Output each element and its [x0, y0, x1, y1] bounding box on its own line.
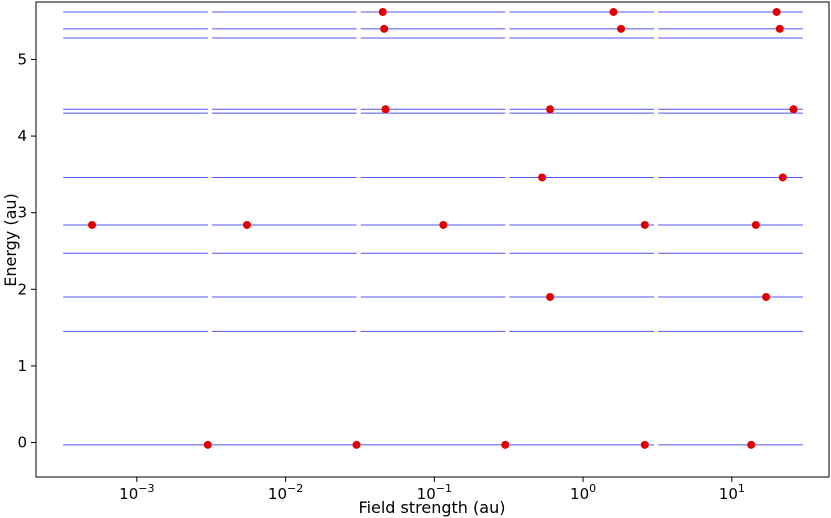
data-point: [640, 440, 649, 449]
y-axis-ticks: 0 1 2 3 4 5: [17, 50, 36, 452]
data-point: [378, 7, 387, 16]
data-point: [242, 220, 251, 229]
data-point: [380, 24, 389, 33]
data-point: [381, 105, 390, 114]
y-tick-label: 3: [17, 204, 27, 222]
y-tick-label: 2: [17, 280, 27, 298]
x-tick-label: 10−1: [417, 482, 452, 503]
x-tick-label: 101: [719, 482, 745, 503]
y-tick-label: 0: [17, 434, 27, 452]
plot-area: [35, 1, 830, 478]
x-tick-label: 10−2: [268, 482, 303, 503]
data-point: [352, 440, 361, 449]
data-point: [203, 440, 212, 449]
data-point: [772, 7, 781, 16]
data-point: [751, 220, 760, 229]
x-tick-label: 10−3: [119, 482, 154, 503]
y-tick-label: 5: [17, 50, 27, 68]
data-point: [617, 24, 626, 33]
data-point: [546, 105, 555, 114]
data-point: [778, 173, 787, 182]
energy-level-lines: [63, 11, 803, 446]
x-tick-label: 100: [570, 482, 596, 503]
data-point: [775, 24, 784, 33]
x-axis-ticks: 10−3 10−2 10−1 100 101: [119, 477, 745, 503]
data-points: [88, 7, 798, 449]
data-point: [747, 440, 756, 449]
data-point: [609, 7, 618, 16]
data-point: [789, 105, 798, 114]
data-point: [546, 292, 555, 301]
data-point: [640, 220, 649, 229]
data-point: [88, 220, 97, 229]
data-point: [501, 440, 510, 449]
y-tick-label: 1: [17, 357, 27, 375]
data-point: [439, 220, 448, 229]
y-tick-label: 4: [17, 127, 27, 145]
data-point: [538, 173, 547, 182]
x-axis-label: Field strength (au): [359, 498, 506, 517]
y-axis-label: Energy (au): [1, 193, 20, 287]
data-point: [762, 292, 771, 301]
